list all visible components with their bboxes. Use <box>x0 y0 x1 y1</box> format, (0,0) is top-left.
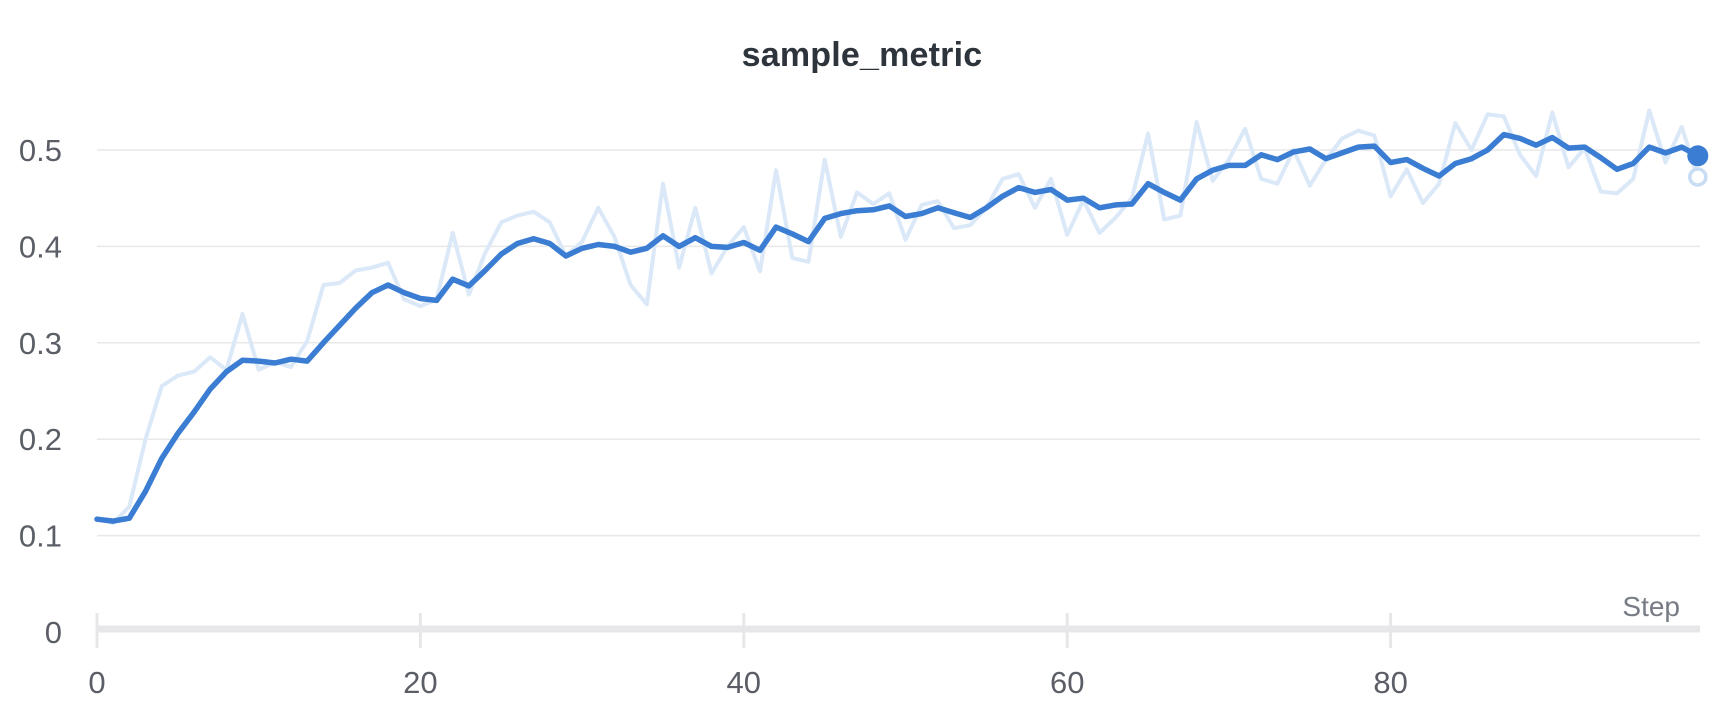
x-tick-label: 0 <box>88 665 105 700</box>
x-tick-label: 80 <box>1373 665 1407 700</box>
smoothed-endpoint-marker[interactable] <box>1687 145 1709 167</box>
y-tick-label: 0 <box>45 615 62 650</box>
series-group <box>94 108 1701 526</box>
x-tick-label: 40 <box>727 665 761 700</box>
x-axis-group <box>95 613 1700 648</box>
y-tick-label: 0.5 <box>19 133 62 168</box>
y-tick-label: 0.2 <box>19 422 62 457</box>
raw-endpoint-marker[interactable] <box>1688 167 1708 187</box>
x-tick-label: 60 <box>1050 665 1084 700</box>
tick-labels-group: 0 0.1 0.2 0.3 0.4 0.5 0 20 40 60 80 <box>19 133 1408 700</box>
chart-title: sample_metric <box>741 36 983 74</box>
x-tick-label: 20 <box>403 665 437 700</box>
x-axis-line <box>97 625 1700 633</box>
smoothed-series-line[interactable] <box>94 131 1701 524</box>
x-axis-label: Step <box>1622 591 1680 622</box>
raw-series-line[interactable] <box>95 108 1700 526</box>
y-tick-label: 0.1 <box>19 519 62 554</box>
y-tick-label: 0.3 <box>19 326 62 361</box>
y-tick-label: 0.4 <box>19 229 62 264</box>
gridlines-group <box>97 149 1700 537</box>
markers-group <box>1687 145 1709 187</box>
